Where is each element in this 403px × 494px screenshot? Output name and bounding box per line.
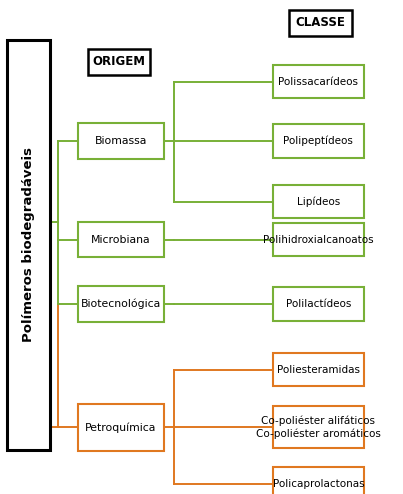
Text: Petroquímica: Petroquímica	[85, 422, 157, 433]
Text: Polipeptídeos: Polipeptídeos	[283, 135, 353, 146]
FancyBboxPatch shape	[77, 286, 164, 322]
FancyBboxPatch shape	[273, 287, 364, 321]
FancyBboxPatch shape	[273, 467, 364, 494]
FancyBboxPatch shape	[273, 124, 364, 158]
FancyBboxPatch shape	[273, 185, 364, 218]
Text: Polihidroxialcanoatos: Polihidroxialcanoatos	[263, 235, 374, 245]
FancyBboxPatch shape	[273, 65, 364, 98]
FancyBboxPatch shape	[87, 49, 150, 75]
Text: ORIGEM: ORIGEM	[92, 55, 145, 68]
Text: Biotecnológica: Biotecnológica	[81, 298, 161, 309]
Text: Co-poliéster alifáticos
Co-poliéster aromáticos: Co-poliéster alifáticos Co-poliéster aro…	[256, 416, 381, 439]
FancyBboxPatch shape	[77, 123, 164, 159]
Text: Biomassa: Biomassa	[95, 136, 147, 146]
Text: Polímeros biodegradáveis: Polímeros biodegradáveis	[22, 147, 35, 342]
FancyBboxPatch shape	[273, 353, 364, 386]
Text: Lipídeos: Lipídeos	[297, 196, 340, 207]
Text: Policaprolactonas: Policaprolactonas	[272, 479, 364, 489]
FancyBboxPatch shape	[289, 10, 351, 36]
Text: Poliesteramidas: Poliesteramidas	[277, 365, 360, 374]
FancyBboxPatch shape	[273, 223, 364, 256]
FancyBboxPatch shape	[77, 222, 164, 257]
Text: Polilactídeos: Polilactídeos	[286, 299, 351, 309]
FancyBboxPatch shape	[7, 40, 50, 450]
Text: Polissacarídeos: Polissacarídeos	[278, 77, 358, 86]
FancyBboxPatch shape	[77, 404, 164, 451]
Text: CLASSE: CLASSE	[295, 16, 345, 29]
FancyBboxPatch shape	[273, 406, 364, 449]
Text: Microbiana: Microbiana	[91, 235, 151, 245]
